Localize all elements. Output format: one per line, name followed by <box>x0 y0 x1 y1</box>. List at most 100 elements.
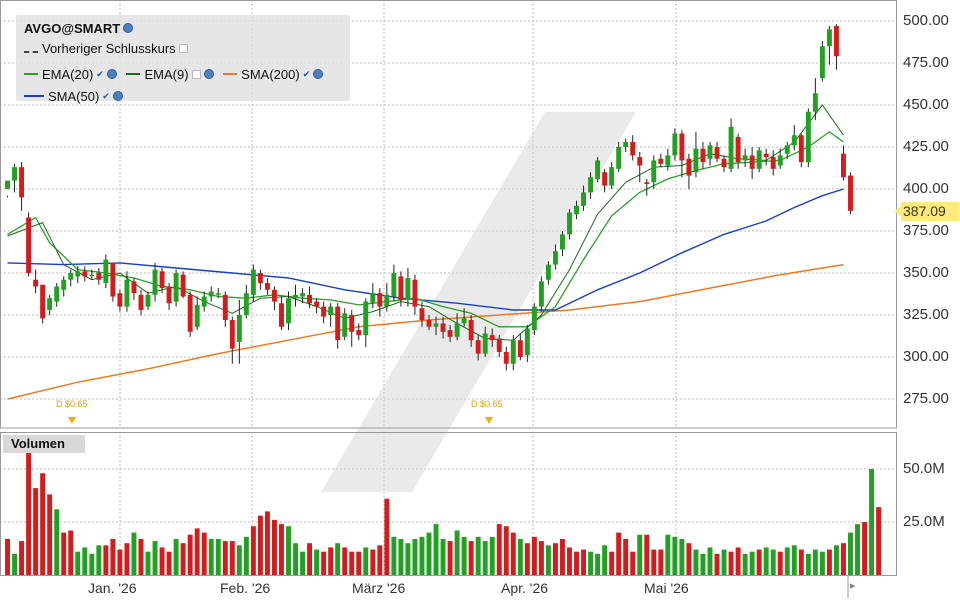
volume-bar <box>131 532 137 575</box>
candle <box>194 296 200 331</box>
candle-body <box>567 212 572 235</box>
volume-bar <box>552 543 558 575</box>
candle-body <box>377 293 383 307</box>
candle <box>208 286 214 302</box>
candle-body <box>173 273 179 302</box>
legend-sma50[interactable]: SMA(50) ✔ <box>24 85 129 104</box>
volume-bar <box>19 541 25 575</box>
volume-bar <box>440 538 446 575</box>
candle-body <box>531 306 537 331</box>
volume-bar <box>560 538 565 575</box>
globe-icon[interactable] <box>203 69 214 79</box>
candle <box>342 308 348 341</box>
candle <box>54 283 60 307</box>
check-icon[interactable]: ✔ <box>96 68 104 79</box>
globe-icon[interactable] <box>112 91 123 101</box>
candle <box>47 294 53 315</box>
check-icon[interactable]: ✔ <box>102 90 110 101</box>
candle <box>468 315 474 347</box>
candle-body <box>363 301 369 336</box>
sma50-line <box>7 188 844 311</box>
check-icon[interactable]: ✔ <box>302 68 311 79</box>
candle <box>595 157 601 183</box>
volume-bar <box>33 488 39 575</box>
candle-body <box>791 135 797 146</box>
candle-body <box>40 284 46 319</box>
candle <box>398 271 404 307</box>
candle-body <box>96 273 102 280</box>
volume-bar <box>138 538 144 575</box>
volume-bar <box>159 547 165 575</box>
ema20-line <box>7 131 844 328</box>
legend-sma200[interactable]: SMA(200) ✔ <box>223 67 324 82</box>
candle-body <box>356 330 362 336</box>
candle-body <box>616 147 622 169</box>
legend-symbol[interactable]: AVGO@SMART <box>24 21 134 36</box>
volume-bar <box>728 551 734 575</box>
volume-bar <box>61 532 67 575</box>
dividend-arrow-icon[interactable] <box>68 417 76 424</box>
checkbox-icon[interactable] <box>191 69 201 79</box>
price-tick-label: 400.00 <box>903 180 949 197</box>
checkbox-icon[interactable] <box>178 44 188 53</box>
price-tick-label: 375.00 <box>903 222 949 239</box>
dividend-arrow-icon[interactable] <box>485 417 493 424</box>
candle-body <box>545 264 551 280</box>
candle <box>307 286 313 309</box>
time-tick-label: Jan. '26 <box>88 580 137 596</box>
scroll-right-icon[interactable]: ▸ <box>850 580 856 592</box>
volume-bar <box>166 551 172 575</box>
volume-bar <box>798 549 804 575</box>
volume-bar <box>208 538 214 575</box>
candle-body <box>686 158 692 176</box>
candle <box>454 313 460 341</box>
candle-body <box>700 148 706 163</box>
price-tick-label: 325.00 <box>903 306 949 323</box>
candle-body <box>68 273 74 280</box>
candle-body <box>602 172 608 186</box>
candle-body <box>784 145 790 154</box>
volume-bar <box>264 511 270 575</box>
candle <box>651 155 657 189</box>
volume-bar <box>503 526 509 575</box>
volume-bar <box>110 538 116 575</box>
candle-body <box>658 158 664 164</box>
globe-icon[interactable] <box>106 69 117 79</box>
volume-bar <box>574 551 579 575</box>
candle <box>742 148 748 168</box>
candle-body <box>644 182 650 184</box>
candle-body <box>264 283 270 290</box>
volume-bar <box>791 545 797 575</box>
volume-bar <box>616 532 622 575</box>
candle <box>293 284 298 307</box>
candle <box>756 147 762 173</box>
candle <box>370 283 376 309</box>
volume-bar <box>630 551 636 575</box>
candle <box>616 141 622 173</box>
candle <box>658 153 664 168</box>
legend-prev-close[interactable]: Vorheriger Schlusskurs <box>24 41 188 56</box>
candle-body <box>314 301 320 307</box>
candle-body <box>152 269 158 295</box>
volume-bar <box>482 541 488 575</box>
volume-bar <box>433 524 439 575</box>
volume-bar <box>194 528 200 575</box>
volume-bar <box>342 547 348 575</box>
volume-bar <box>637 534 643 575</box>
globe-icon[interactable] <box>313 69 324 79</box>
volume-bar <box>756 549 762 575</box>
legend-ema9[interactable]: EMA(9) <box>126 67 214 82</box>
candle <box>510 335 516 371</box>
globe-icon[interactable] <box>123 23 134 33</box>
legend-ema20[interactable]: EMA(20) ✔ <box>24 67 117 82</box>
volume-bar <box>707 547 713 575</box>
volume-bar <box>321 551 327 575</box>
volume-bar <box>581 549 587 575</box>
volume-bar <box>461 536 467 575</box>
candle-body <box>798 135 804 163</box>
price-tick-label: 275.00 <box>903 390 949 407</box>
volume-bar <box>700 553 706 575</box>
candle <box>243 284 249 319</box>
candle <box>496 335 502 357</box>
